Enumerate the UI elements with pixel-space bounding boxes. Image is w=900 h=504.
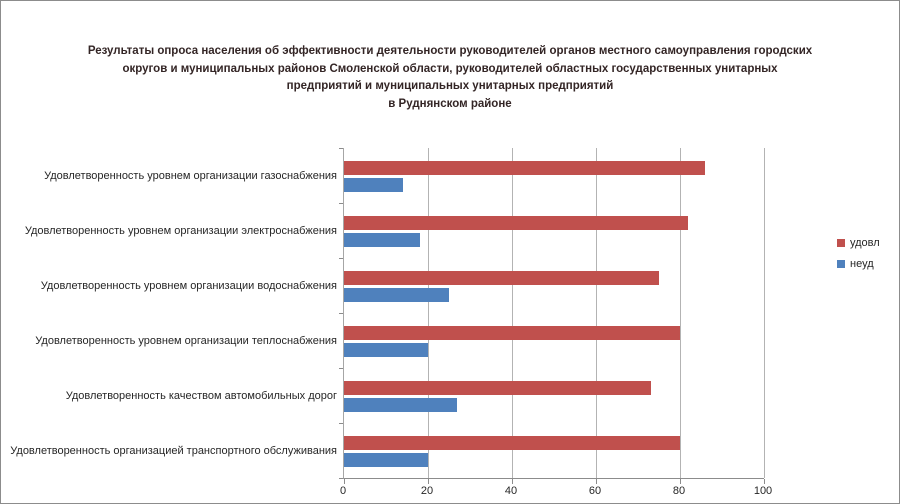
bar-group	[344, 313, 764, 368]
bar-удовл	[344, 436, 680, 450]
category-label: Удовлетворенность уровнем организации эл…	[24, 224, 337, 237]
chart-title-line: в Руднянском районе	[388, 97, 512, 110]
bar-group	[344, 258, 764, 313]
legend-swatch-удовл	[837, 239, 845, 247]
category-boundary-tick	[339, 423, 343, 424]
bar-неуд	[344, 177, 403, 192]
chart-title-line: округов и муниципальных районов Смоленск…	[122, 62, 778, 75]
category-label: Удовлетворенность организацией транспорт…	[10, 444, 337, 457]
legend-swatch-неуд	[837, 260, 845, 268]
bar-удовл	[344, 326, 680, 340]
category-label: Удовлетворенность качеством автомобильны…	[65, 389, 337, 402]
gridline	[680, 148, 681, 478]
x-axis-tick-label: 60	[588, 485, 602, 497]
bar-неуд	[344, 397, 458, 412]
gridline	[512, 148, 513, 478]
legend: удовл неуд	[837, 237, 880, 279]
category-label: Удовлетворенность уровнем организации те…	[35, 334, 337, 347]
legend-label: неуд	[850, 258, 874, 270]
x-axis-tick-label: 40	[504, 485, 518, 497]
bar-group	[344, 423, 764, 478]
x-axis-tick	[764, 479, 765, 484]
category-label: Удовлетворенность уровнем организации во…	[40, 279, 337, 292]
x-axis-tick-label: 100	[753, 485, 773, 497]
x-axis-labels: 0 20 40 60 80 100	[1, 485, 899, 501]
category-axis-labels: Удовлетворенность уровнем организации га…	[7, 148, 337, 478]
x-axis-tick	[344, 479, 345, 484]
bar-неуд	[344, 287, 449, 302]
x-axis-tick-label: 20	[420, 485, 434, 497]
bar-неуд	[344, 232, 420, 247]
bar-удовл	[344, 381, 651, 395]
x-axis-tick	[512, 479, 513, 484]
bar-неуд	[344, 452, 428, 467]
category-boundary-tick	[339, 148, 343, 149]
legend-item: удовл	[837, 237, 880, 249]
bar-group	[344, 203, 764, 258]
x-axis-tick-label: 0	[339, 485, 347, 497]
x-axis-tick	[680, 479, 681, 484]
bar-group	[344, 368, 764, 423]
category-boundary-tick	[339, 368, 343, 369]
category-label: Удовлетворенность уровнем организации га…	[44, 169, 337, 182]
legend-label: удовл	[850, 237, 880, 249]
bar-удовл	[344, 161, 706, 175]
x-axis-tick	[596, 479, 597, 484]
category-boundary-tick	[339, 203, 343, 204]
category-boundary-tick	[339, 313, 343, 314]
gridline	[764, 148, 765, 478]
gridline	[596, 148, 597, 478]
chart-title-line: Результаты опроса населения об эффективн…	[87, 45, 813, 57]
bar-неуд	[344, 342, 428, 357]
chart-title-line: предприятий и муниципальных унитарных пр…	[286, 80, 614, 92]
plot-area	[339, 148, 765, 484]
category-boundary-tick	[339, 478, 343, 479]
chart-title: Результаты опроса населения об эффективн…	[61, 43, 839, 113]
legend-item: неуд	[837, 258, 880, 270]
x-axis-tick	[428, 479, 429, 484]
category-boundary-tick	[339, 258, 343, 259]
bar-group	[344, 148, 764, 203]
bar-удовл	[344, 271, 659, 285]
x-axis-tick-label: 80	[672, 485, 686, 497]
gridline	[428, 148, 429, 478]
bar-удовл	[344, 216, 689, 230]
